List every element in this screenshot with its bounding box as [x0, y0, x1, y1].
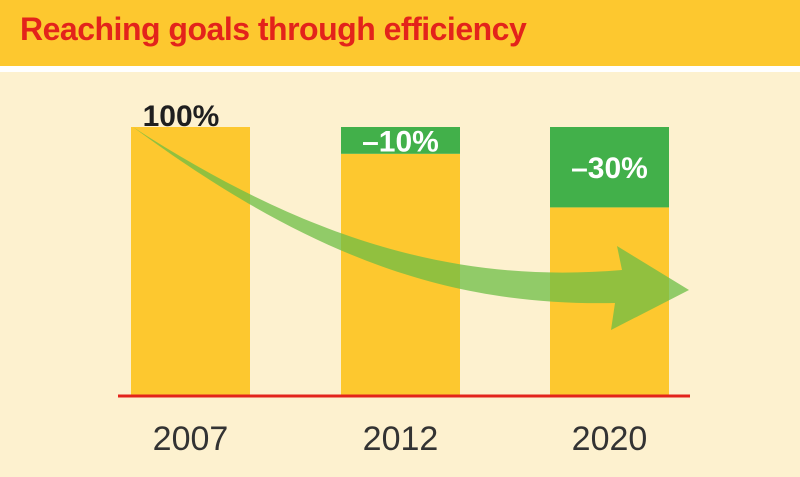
data-label: –10%: [362, 125, 439, 158]
header-divider: [0, 66, 800, 72]
x-tick-label: 2007: [153, 420, 229, 458]
page-title: Reaching goals through efficiency: [20, 11, 527, 47]
data-label: 100%: [143, 100, 220, 133]
x-tick-label: 2012: [363, 420, 439, 458]
bar-reduction-2012: [341, 127, 460, 154]
x-tick-label: 2020: [572, 420, 648, 458]
bars-layer: [131, 127, 669, 395]
bar-2007: [131, 127, 250, 395]
data-label: –30%: [571, 152, 648, 185]
labels-layer: 2007 100% 2012 –10% 2020 –30%: [143, 100, 648, 458]
header-band: Reaching goals through efficiency: [0, 0, 800, 66]
trend-arrow-icon: [133, 127, 689, 330]
bar-reduction-2020: [550, 127, 669, 208]
